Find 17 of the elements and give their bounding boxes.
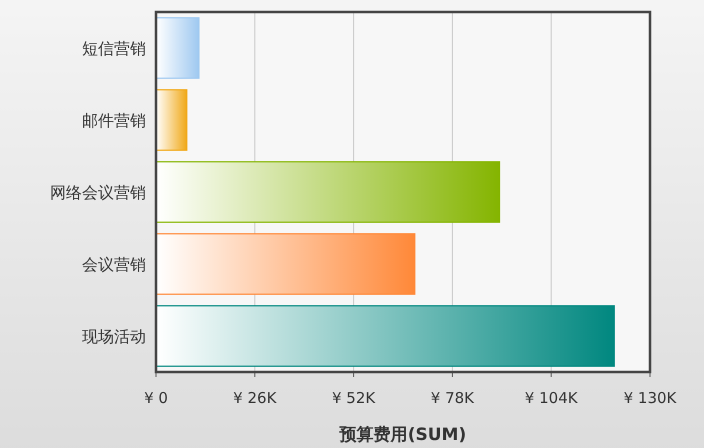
- y-tick-label: 网络会议营销: [50, 183, 146, 202]
- bar: [155, 89, 188, 151]
- y-tick-label: 现场活动: [82, 327, 146, 346]
- y-tick-label: 会议营销: [82, 255, 146, 274]
- x-tick-label: ¥ 0: [144, 389, 168, 407]
- x-tick-label: ¥ 130K: [624, 389, 678, 407]
- bar: [155, 233, 416, 295]
- bar: [155, 161, 500, 223]
- x-tick-label: ¥ 52K: [332, 389, 376, 407]
- x-tick-label: ¥ 104K: [524, 389, 579, 407]
- y-tick-label: 邮件营销: [82, 111, 146, 130]
- y-tick-label: 短信营销: [82, 39, 146, 58]
- x-tick-label: ¥ 26K: [233, 389, 278, 407]
- bar: [155, 305, 615, 367]
- x-axis-title: 预算费用(SUM): [338, 425, 466, 445]
- x-tick-label: ¥ 78K: [430, 389, 476, 407]
- bar: [155, 17, 200, 79]
